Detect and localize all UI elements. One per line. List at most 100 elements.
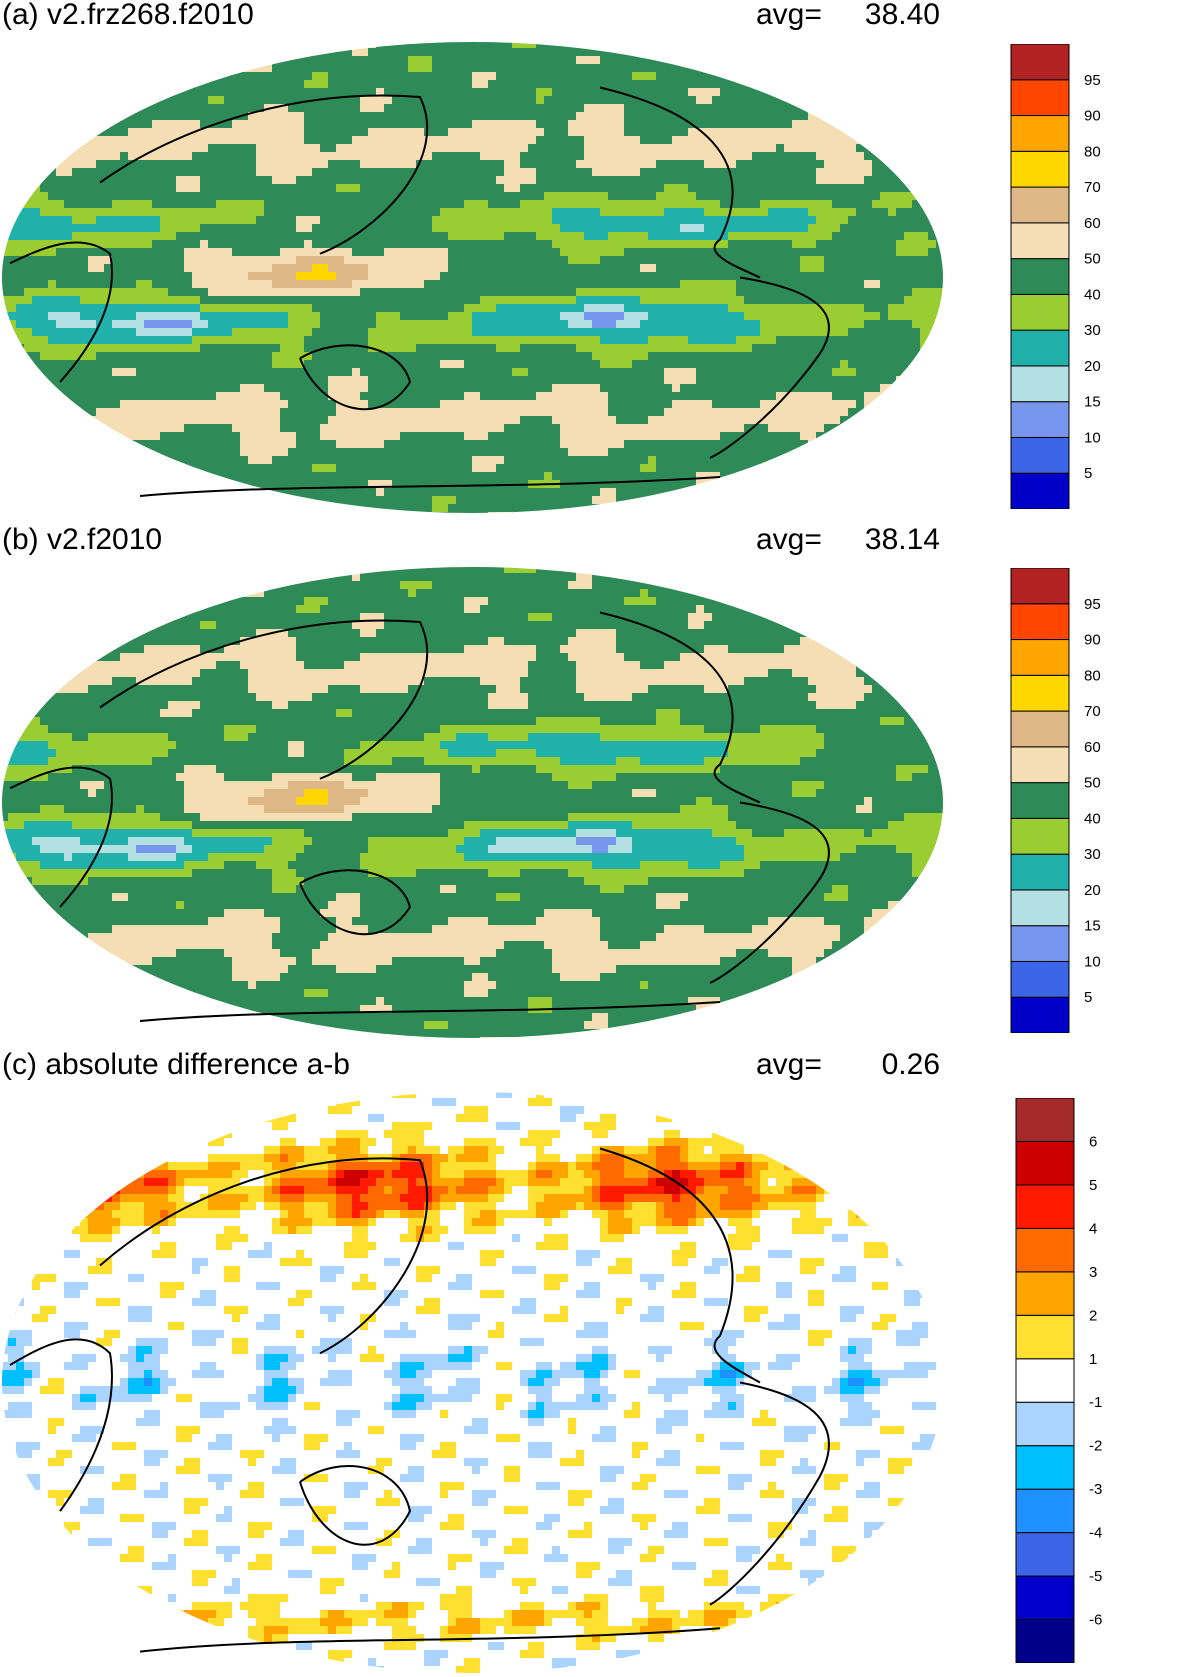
colorbar-swatch — [1010, 674, 1070, 712]
colorbar-tick-label: 10 — [1084, 429, 1101, 446]
coastline-segment — [99, 94, 429, 255]
panel-b-colorbar: 5 10 15 20 30 40 50 60 70 80 90 95 — [1010, 568, 1101, 1033]
colorbar-tick-label: 30 — [1084, 322, 1101, 339]
coastlines — [9, 1147, 830, 1653]
colorbar-swatch — [1015, 1098, 1075, 1142]
colorbar-tick-label: -4 — [1089, 1525, 1102, 1542]
colorbar-swatch — [1010, 365, 1070, 403]
colorbar-swatch — [1010, 960, 1070, 998]
panel-b-avg-value: 38.14 — [830, 523, 940, 557]
panel-a-colorbar: 5 10 15 20 30 40 50 60 70 80 90 95 — [1010, 44, 1101, 509]
coastline-segment — [139, 1627, 721, 1653]
colorbar-tick-label: 15 — [1084, 394, 1101, 411]
colorbar-tick-label: 15 — [1084, 918, 1101, 935]
colorbar-swatch — [1010, 436, 1070, 474]
coastline-segment — [599, 1147, 761, 1384]
colorbar-swatch — [1010, 853, 1070, 891]
colorbar-swatch — [1015, 1314, 1075, 1360]
colorbar-tick-label: -6 — [1089, 1612, 1102, 1629]
colorbar-swatch — [1010, 186, 1070, 224]
colorbar-tick-label: 80 — [1084, 667, 1101, 684]
coastline-segment — [99, 619, 429, 780]
colorbar-tick-label: 4 — [1089, 1220, 1097, 1237]
coastline-segment — [299, 344, 412, 411]
panel-a-avg-value: 38.40 — [830, 0, 940, 32]
colorbar-swatch — [1010, 150, 1070, 188]
colorbar-tick-label: 95 — [1084, 596, 1101, 613]
panel-b-map — [2, 567, 943, 1038]
coastline-segment — [599, 86, 761, 279]
coastlines — [9, 611, 830, 1022]
colorbar-tick-label: 60 — [1084, 739, 1101, 756]
colorbar-swatch — [1010, 889, 1070, 927]
colorbar-swatch — [1010, 293, 1070, 331]
colorbar-swatch — [1015, 1445, 1075, 1490]
colorbar-tick-label: 1 — [1089, 1351, 1097, 1368]
panel-b-avg-label: avg= — [756, 523, 822, 557]
colorbar-tick-label: -2 — [1089, 1438, 1102, 1455]
panel-c-title: (c) absolute difference a-b — [2, 1048, 350, 1082]
coastline-segment — [709, 1381, 830, 1606]
colorbar-swatch — [1010, 472, 1070, 509]
coastline-segment — [9, 241, 113, 383]
coastline-segment — [139, 1001, 721, 1022]
colorbar-tick-label: -5 — [1089, 1568, 1102, 1585]
coastline-segment — [709, 276, 830, 459]
colorbar-swatch — [1010, 401, 1070, 438]
coastline-segment — [9, 1338, 113, 1512]
colorbar-swatch — [1010, 782, 1070, 819]
colorbar-swatch — [1010, 222, 1070, 260]
colorbar-swatch — [1010, 79, 1070, 117]
colorbar-swatch — [1015, 1271, 1075, 1316]
colorbar-tick-label: 5 — [1084, 989, 1092, 1006]
colorbar-swatch — [1010, 746, 1070, 784]
colorbar-swatch — [1015, 1184, 1075, 1229]
colorbar-swatch — [1010, 44, 1070, 81]
map-field — [2, 1092, 943, 1673]
panel-a: (a) v2.frz268.f2010 avg= 38.40 5 10 15 20 30… — [0, 0, 1183, 520]
coastline-segment — [9, 766, 113, 908]
coastline-segment — [599, 611, 761, 804]
colorbar-tick-label: 80 — [1084, 143, 1101, 160]
colorbar-tick-label: 70 — [1084, 703, 1101, 720]
colorbar-tick-label: 50 — [1084, 775, 1101, 792]
colorbar-swatch — [1015, 1575, 1075, 1621]
panel-b-title: (b) v2.f2010 — [2, 523, 162, 557]
panel-a-title: (a) v2.frz268.f2010 — [2, 0, 254, 32]
colorbar-tick-label: 20 — [1084, 882, 1101, 899]
colorbar-tick-label: 95 — [1084, 72, 1101, 89]
colorbar-tick-label: 50 — [1084, 251, 1101, 268]
coastline-segment — [99, 1157, 429, 1355]
panel-c-map — [2, 1092, 943, 1673]
coastline-segment — [709, 801, 830, 984]
colorbar-swatch — [1015, 1619, 1075, 1663]
panel-a-avg-label: avg= — [756, 0, 822, 32]
colorbar-tick-label: 70 — [1084, 179, 1101, 196]
panel-a-map — [2, 42, 943, 513]
colorbar-tick-label: 30 — [1084, 846, 1101, 863]
colorbar-tick-label: 5 — [1084, 465, 1092, 482]
colorbar-swatch — [1015, 1358, 1075, 1403]
colorbar-swatch — [1015, 1401, 1075, 1447]
colorbar-swatch — [1010, 639, 1070, 676]
colorbar-swatch — [1010, 568, 1070, 605]
colorbar-tick-label: 3 — [1089, 1264, 1097, 1281]
colorbar-tick-label: 5 — [1089, 1177, 1097, 1194]
panel-c-colorbar: -6 -5 -4 -3 -2 -1 1 2 3 4 5 6 — [1015, 1098, 1102, 1663]
colorbar-swatch — [1015, 1488, 1075, 1534]
colorbar-tick-label: 60 — [1084, 215, 1101, 232]
colorbar-tick-label: -1 — [1089, 1394, 1102, 1411]
coastline-segment — [139, 476, 721, 497]
colorbar-swatch — [1015, 1227, 1075, 1273]
panel-b: (b) v2.f2010 avg= 38.14 5 10 15 20 30 40 50 60 7… — [2, 523, 1101, 1038]
colorbar-tick-label: 20 — [1084, 358, 1101, 375]
colorbar-swatch — [1015, 1532, 1075, 1577]
coastline-segment — [299, 869, 412, 936]
colorbar-tick-label: 40 — [1084, 810, 1101, 827]
colorbar-tick-label: 40 — [1084, 286, 1101, 303]
colorbar-tick-label: 2 — [1089, 1307, 1097, 1324]
colorbar-tick-label: 6 — [1089, 1133, 1097, 1150]
coastline-segment — [299, 1465, 412, 1546]
colorbar-tick-label: 10 — [1084, 953, 1101, 970]
